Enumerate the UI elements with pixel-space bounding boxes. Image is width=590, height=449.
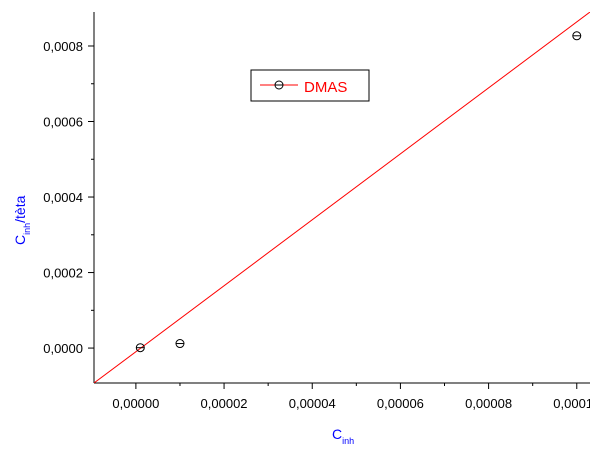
x-axis-title-sub: inh <box>342 436 354 444</box>
x-tick-label: 0,00006 <box>377 396 424 411</box>
fit-line <box>94 12 590 383</box>
y-axis-title-suffix: /tèta <box>12 195 28 222</box>
legend-label: DMAS <box>304 79 347 96</box>
y-axis-title-main: C <box>12 235 28 245</box>
data-point <box>572 31 582 41</box>
x-tick-label: 0,00000 <box>112 396 159 411</box>
y-tick-label: 0,0002 <box>43 266 83 281</box>
data-points <box>135 31 582 353</box>
legend-marker-icon <box>274 80 284 90</box>
x-ticks: 0,00000 0,00002 0,00004 0,00006 0,00008 0,000… <box>112 383 590 411</box>
y-ticks: 0,0000 0,0002 0,0004 0,0006 0,0008 <box>43 39 94 356</box>
x-tick-label: 0,00004 <box>289 396 336 411</box>
data-point <box>135 343 145 353</box>
x-tick-label: 0,00002 <box>201 396 248 411</box>
legend-marker-shape <box>274 80 284 90</box>
y-tick-label: 0,0000 <box>43 341 83 356</box>
legend: DMAS <box>250 69 370 102</box>
x-axis-title: Cinh <box>332 426 354 444</box>
y-tick-label: 0,0004 <box>43 190 83 205</box>
data-point <box>175 339 185 349</box>
x-axis-title-main: C <box>332 426 342 442</box>
y-tick-label: 0,0006 <box>43 115 83 130</box>
y-axis-title-sub: inh <box>22 223 32 235</box>
y-axis-title: Cinh/tèta <box>12 195 32 245</box>
y-tick-label: 0,0008 <box>43 39 83 54</box>
x-tick-label: 0,00008 <box>465 396 512 411</box>
